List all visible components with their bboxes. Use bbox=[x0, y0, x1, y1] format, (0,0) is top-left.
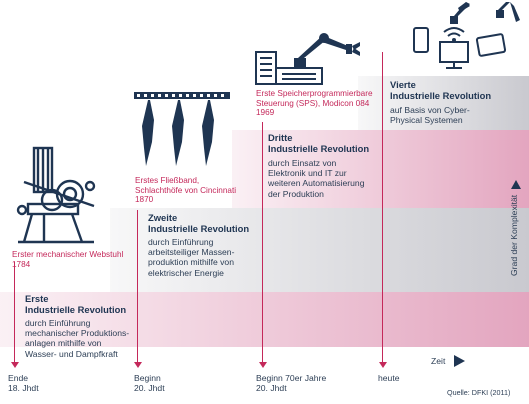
caption-3-line-2: Steuerung (SPS), Modicon 084 bbox=[256, 98, 370, 108]
revolution-4-title-line-2: Industrielle Revolution bbox=[390, 90, 492, 101]
carcass-icon bbox=[134, 92, 230, 166]
revolution-2-title: Zweite Industrielle Revolution bbox=[148, 212, 249, 234]
revolution-1-desc-line-2: mechanischer Produktions- bbox=[25, 328, 130, 339]
era-label-3-line-2: 20. Jhdt bbox=[256, 383, 287, 393]
source-note: Quelle: DFKI (2011) bbox=[447, 388, 511, 397]
revolution-2-desc-line-4: elektrischer Energie bbox=[148, 267, 224, 278]
time-arrow-icon bbox=[454, 355, 465, 367]
revolution-1-description: durch Einführung mechanischer Produktion… bbox=[25, 318, 129, 359]
marker-arrow-1 bbox=[10, 362, 19, 368]
marker-line-2 bbox=[137, 210, 138, 363]
revolution-3-desc-line-1: durch Einsatz von bbox=[268, 158, 337, 168]
revolution-4-desc-line-2: Physical Systemen bbox=[390, 115, 463, 126]
marker-line-3 bbox=[262, 122, 263, 363]
revolution-4-description: auf Basis von Cyber- Physical Systemen bbox=[390, 105, 470, 125]
marker-arrow-3 bbox=[258, 362, 267, 368]
revolution-2-title-line-1: Zweite bbox=[148, 212, 178, 223]
revolution-2-desc-line-1: durch Einführung bbox=[148, 237, 214, 247]
band-level-1 bbox=[0, 292, 529, 347]
era-label-2: Beginn 20. Jhdt bbox=[134, 373, 165, 393]
marker-line-1 bbox=[14, 262, 15, 363]
revolution-1-desc-line-1: durch Einführung bbox=[25, 318, 91, 328]
band-level-2 bbox=[110, 208, 529, 292]
era-label-2-line-2: 20. Jhdt bbox=[134, 383, 165, 393]
marker-arrow-2 bbox=[133, 362, 142, 368]
robot-devices-icon bbox=[413, 2, 520, 69]
revolution-2-desc-line-3: produktion mithilfe von bbox=[148, 257, 234, 268]
complexity-axis-label: Grad der Komplexität bbox=[509, 194, 519, 276]
revolution-3-title: Dritte Industrielle Revolution bbox=[268, 132, 369, 154]
caption-1: Erster mechanischer Webstuhl 1784 bbox=[12, 250, 123, 269]
era-label-1-line-2: 18. Jhdt bbox=[8, 383, 39, 393]
revolution-1-title-line-2: Industrielle Revolution bbox=[25, 304, 127, 315]
era-label-1: Ende 18. Jhdt bbox=[8, 373, 39, 393]
era-label-4: heute bbox=[378, 373, 400, 383]
revolution-3-title-line-2: Industrielle Revolution bbox=[268, 143, 370, 154]
caption-1-line-2: 1784 bbox=[12, 259, 31, 269]
loom-icon bbox=[16, 146, 96, 244]
revolution-1-desc-line-4: Wasser- und Dampfkraft bbox=[25, 348, 118, 359]
caption-2: Erstes Fließband, Schlachthöfe von Cinci… bbox=[135, 176, 236, 205]
revolution-3-description: durch Einsatz von Elektronik und IT zur … bbox=[268, 158, 365, 199]
revolution-4-desc-line-1: auf Basis von Cyber- bbox=[390, 105, 470, 115]
revolution-4-title: Vierte Industrielle Revolution bbox=[390, 79, 491, 101]
revolution-2-description: durch Einführung arbeitsteiliger Massen-… bbox=[148, 237, 234, 278]
revolution-2-title-line-2: Industrielle Revolution bbox=[148, 223, 250, 234]
complexity-arrow-icon bbox=[511, 180, 521, 189]
era-label-2-line-1: Beginn bbox=[134, 373, 161, 383]
band-level-4 bbox=[358, 76, 529, 130]
revolution-1-title: Erste Industrielle Revolution bbox=[25, 293, 126, 315]
plc-robot-icon bbox=[255, 33, 360, 85]
era-label-3: Beginn 70er Jahre 20. Jhdt bbox=[256, 373, 326, 393]
marker-line-4 bbox=[382, 52, 383, 363]
caption-2-line-1: Erstes Fließband, bbox=[135, 176, 200, 185]
revolution-3-title-line-1: Dritte bbox=[268, 132, 293, 143]
caption-2-line-2: Schlachthöfe von Cincinnati bbox=[135, 185, 237, 195]
caption-3: Erste Speicherprogrammierbare Steuerung … bbox=[256, 89, 373, 118]
era-label-1-line-1: Ende bbox=[8, 373, 29, 383]
revolution-1-desc-line-3: anlagen mithilfe von bbox=[25, 338, 102, 349]
revolution-1-title-line-1: Erste bbox=[25, 293, 49, 304]
marker-arrow-4 bbox=[378, 362, 387, 368]
revolution-2-desc-line-2: arbeitsteiliger Massen- bbox=[148, 247, 235, 258]
revolution-3-desc-line-2: Elektronik und IT zur bbox=[268, 168, 347, 179]
revolution-4-title-line-1: Vierte bbox=[390, 79, 416, 90]
revolution-3-desc-line-3: weiteren Automatisierung bbox=[268, 178, 365, 189]
caption-1-line-1: Erster mechanischer Webstuhl bbox=[12, 250, 124, 259]
caption-3-line-1: Erste Speicherprogrammierbare bbox=[256, 89, 373, 98]
time-axis-label: Zeit bbox=[431, 356, 446, 366]
era-label-4-line-1: heute bbox=[378, 373, 400, 383]
band-level-3 bbox=[232, 130, 529, 208]
caption-2-line-3: 1870 bbox=[135, 195, 154, 205]
revolution-3-desc-line-4: der Produktion bbox=[268, 188, 324, 199]
caption-3-line-3: 1969 bbox=[256, 108, 275, 118]
era-label-3-line-1: Beginn 70er Jahre bbox=[256, 373, 327, 383]
